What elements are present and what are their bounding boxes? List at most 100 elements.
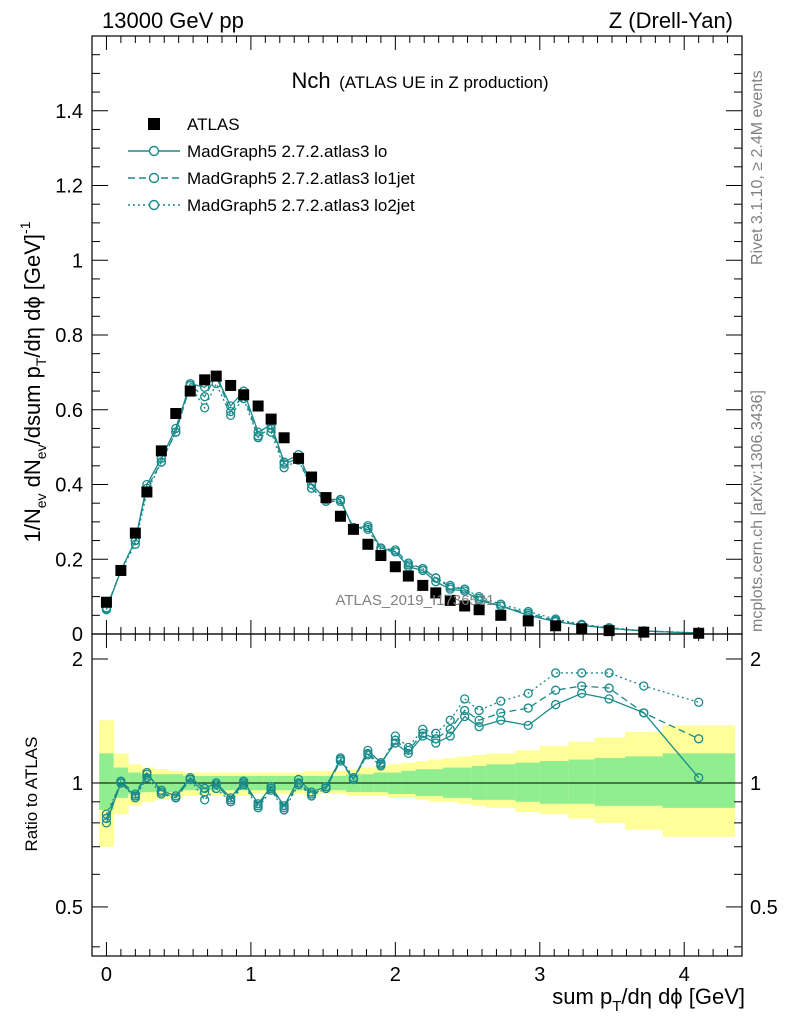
uncertainty-band-inner	[515, 762, 541, 802]
ratio-point	[551, 685, 561, 695]
y-tick-label: 1.4	[55, 101, 83, 123]
mc-series-line-3	[105, 382, 699, 634]
mc-point	[335, 496, 346, 506]
ratio-point	[460, 705, 470, 716]
mc-point	[306, 483, 317, 493]
ratio-point	[551, 699, 561, 710]
main-y-axis-title: 1/Nev dNev/dsum pT/dη dϕ [GeV]-1	[17, 221, 49, 542]
uncertainty-band-inner	[99, 753, 115, 810]
mc-point	[474, 591, 484, 602]
legend-label: ATLAS	[187, 115, 240, 134]
mc-point	[253, 427, 263, 437]
ratio-point	[418, 724, 428, 734]
mc-point	[266, 427, 276, 437]
atlas-data-point	[129, 527, 141, 539]
ratio-point	[604, 694, 614, 704]
mc-point	[445, 580, 455, 591]
ratio-point	[390, 731, 400, 741]
rivet-label: Rivet 3.1.10, ≥ 2.4M events	[749, 70, 766, 265]
y-tick-label: 0.8	[55, 325, 83, 347]
atlas-data-point	[278, 432, 290, 444]
ratio-point	[431, 734, 441, 744]
ratio-point	[496, 708, 506, 718]
mc-point	[390, 547, 400, 557]
mc-point	[418, 563, 428, 574]
atlas-data-point	[362, 538, 374, 550]
ratio-frame	[91, 633, 743, 957]
ratio-plot-area: 0 1 2 3 4 0.5 0.5 1 1 2 2	[55, 633, 778, 986]
ratio-y-tick-label: 0.5	[55, 897, 83, 919]
ratio-point	[639, 708, 649, 718]
ratio-point	[474, 715, 484, 725]
ratio-series-line-2	[105, 672, 699, 815]
ratio-point	[694, 734, 704, 744]
uncertainty-band-inner	[539, 761, 570, 804]
ratio-point	[306, 791, 317, 801]
mc-point	[200, 392, 210, 402]
mc-point	[156, 457, 166, 467]
analysis-watermark: ATLAS_2019_I1736531	[335, 592, 494, 609]
x-tick-label: 4	[679, 964, 690, 986]
atlas-data-point	[115, 564, 127, 576]
ratio-point	[474, 705, 484, 716]
ratio-y-tick-label-right: 0.5	[750, 897, 778, 919]
ratio-point	[604, 668, 614, 678]
atlas-data-point	[638, 626, 650, 638]
ratio-point	[211, 783, 221, 794]
y-tick-label: 0.4	[55, 475, 83, 497]
mc-point	[363, 524, 373, 534]
ratio-point	[577, 681, 587, 691]
atlas-data-point	[293, 452, 305, 464]
mc-point	[253, 433, 263, 443]
ratio-point	[101, 818, 112, 828]
legend: ATLAS MadGraph5 2.7.2.atlas3 lo MadGraph5 …	[128, 115, 415, 215]
ratio-point	[496, 696, 506, 706]
mc-point	[279, 459, 289, 469]
atlas-data-point	[225, 379, 237, 391]
legend-marker	[148, 145, 160, 157]
main-plot-area: 0 0.2 0.4 0.6 0.8 1 1.2 1.4	[55, 35, 743, 956]
uncertainty-band-inner	[401, 770, 417, 795]
atlas-data-point	[444, 594, 456, 606]
ratio-point	[185, 774, 195, 785]
atlas-data-point	[459, 600, 471, 612]
ratio-point	[142, 773, 152, 783]
atlas-data-point	[417, 579, 429, 591]
atlas-data-point	[334, 510, 346, 522]
legend-marker	[148, 172, 160, 184]
mc-point	[200, 403, 210, 413]
ratio-point	[335, 753, 346, 763]
ratio-point	[253, 803, 263, 813]
atlas-data-point	[184, 385, 196, 397]
ratio-point	[321, 783, 331, 794]
ratio-point	[293, 780, 304, 790]
ratio-point	[226, 797, 236, 807]
ratio-point	[348, 773, 359, 783]
ratio-point	[116, 778, 126, 788]
ratio-y-tick-label: 1	[72, 773, 83, 795]
legend-label: MadGraph5 2.7.2.atlas3 lo1jet	[187, 169, 415, 188]
mcplots-label: mcplots.cern.ch [arXiv:1306.3436]	[749, 390, 766, 632]
atlas-data-point	[210, 370, 222, 382]
ratio-point	[460, 694, 470, 704]
ratio-point	[418, 731, 428, 741]
atlas-data-point	[495, 609, 507, 621]
atlas-data-point	[347, 523, 359, 535]
atlas-data-point	[155, 445, 167, 457]
y-tick-label: 0.6	[55, 400, 83, 422]
mc-point	[431, 573, 441, 583]
ratio-point	[431, 728, 441, 738]
ratio-point	[403, 742, 413, 753]
ratio-point	[279, 805, 289, 815]
ratio-point	[551, 668, 561, 678]
ratio-series-line-1	[105, 685, 699, 819]
header-right: Z (Drell-Yan)	[609, 8, 733, 33]
atlas-data-point	[199, 374, 211, 386]
atlas-data-point	[100, 596, 112, 608]
ratio-point	[266, 785, 276, 795]
uncertainty-band-inner	[373, 772, 389, 793]
ratio-point	[239, 780, 249, 790]
uncertainty-band-inner	[486, 764, 516, 800]
ratio-point	[445, 715, 455, 725]
ratio-point	[101, 813, 112, 824]
